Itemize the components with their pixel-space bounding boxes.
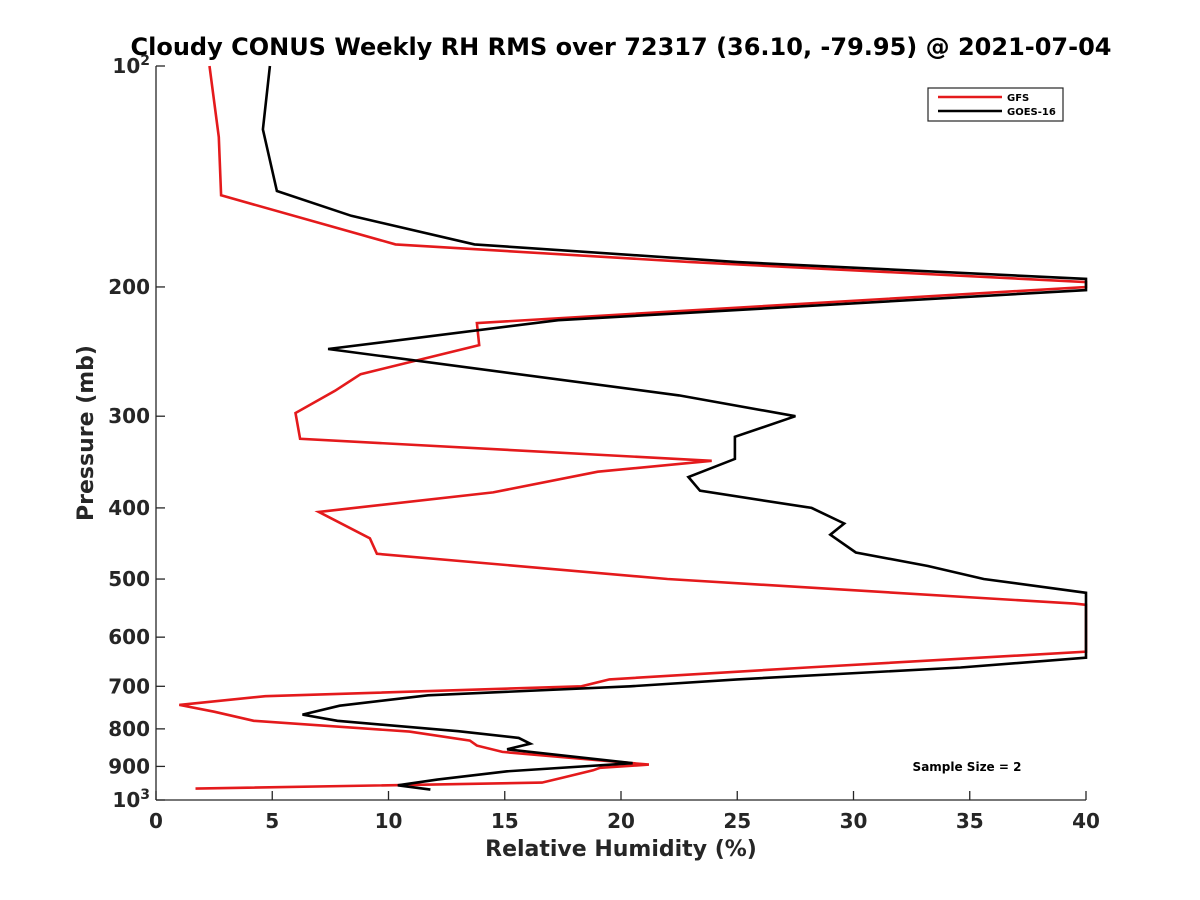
y-tick-label: 300 [108,404,150,428]
y-tick-label: 400 [108,496,150,520]
plot-background [156,66,1086,800]
legend-entry-gfs: GFS [938,93,1029,104]
x-tick-label: 10 [375,809,403,833]
x-tick-label: 40 [1072,809,1100,833]
chart-title: Cloudy CONUS Weekly RH RMS over 72317 (3… [131,33,1112,61]
x-tick-label: 35 [956,809,984,833]
x-tick-label: 20 [607,809,635,833]
y-tick-label: 600 [108,625,150,649]
y-tick-label: 900 [108,754,150,778]
sample-size-annotation: Sample Size = 2 [913,760,1022,774]
legend-label-gfs: GFS [1007,93,1029,104]
x-tick-label: 30 [840,809,868,833]
x-tick-label: 25 [723,809,751,833]
plot-area: 0 5 10 15 20 25 30 35 40 10220030040050060070080… [108,53,1100,833]
legend: GFS GOES-16 [927,87,1064,122]
y-tick-label: 800 [108,717,150,741]
x-tick-label: 5 [265,809,279,833]
y-tick-label: 700 [108,674,150,698]
series-line-gfs [179,65,1088,790]
series-layer [179,65,1088,791]
legend-label-goes16: GOES-16 [1007,107,1056,118]
x-axis-ticks: 0 5 10 15 20 25 30 35 40 [149,791,1100,833]
x-tick-label: 0 [149,809,163,833]
legend-box [927,87,1064,122]
legend-entry-goes16: GOES-16 [938,107,1056,118]
x-axis-label: Relative Humidity (%) [485,837,757,862]
x-tick-label: 15 [491,809,519,833]
series-line-goes16 [261,65,1088,791]
y-tick-label: 200 [108,275,150,299]
y-tick-label: 500 [108,567,150,591]
y-axis-label: Pressure (mb) [74,345,99,521]
